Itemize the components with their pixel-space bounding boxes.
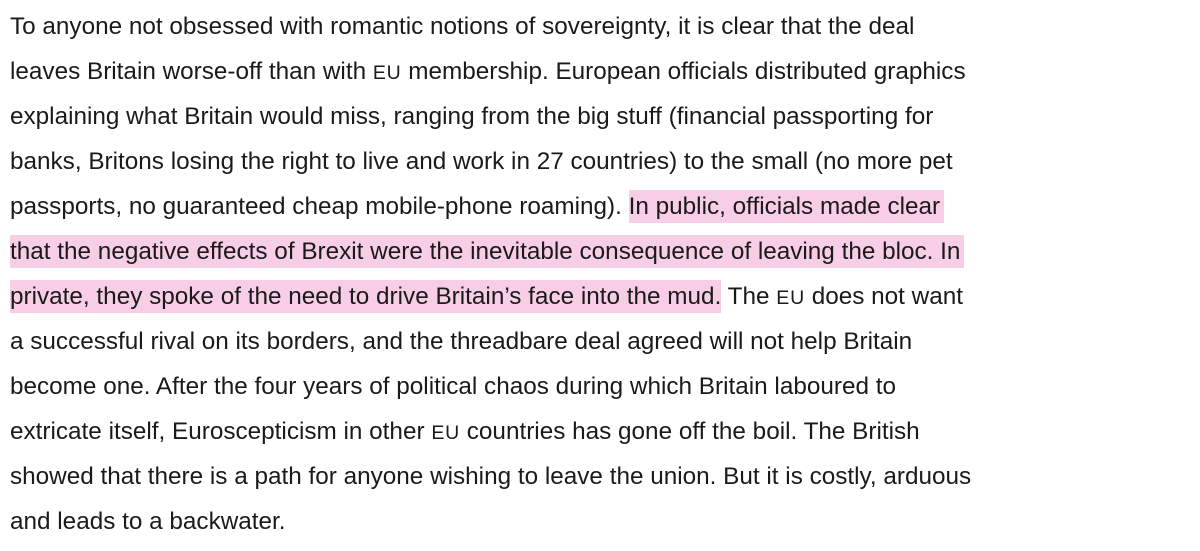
text-run: a successful rival on its borders, and t…	[10, 328, 913, 355]
paragraph-line: To anyone not obsessed with romantic not…	[10, 9, 914, 45]
text-run: and leads to a backwater.	[10, 508, 286, 535]
paragraph-line: passports, no guaranteed cheap mobile-ph…	[10, 189, 945, 225]
text-run: The	[721, 283, 777, 310]
highlighted-text: that the negative effects of Brexit were…	[10, 235, 965, 268]
text-run: passports, no guaranteed cheap mobile-ph…	[10, 193, 629, 220]
text-run: showed that there is a path for anyone w…	[10, 463, 972, 490]
text-run: leaves Britain worse-off than with	[10, 58, 373, 85]
text-run: banks, Britons losing the right to live …	[10, 148, 953, 175]
paragraph-line: private, they spoke of the need to drive…	[10, 279, 963, 316]
paragraph-line: and leads to a backwater.	[10, 504, 286, 540]
paragraph-line: explaining what Britain would miss, rang…	[10, 99, 933, 135]
eu-abbreviation: EU	[776, 287, 805, 309]
text-run: become one. After the four years of poli…	[10, 373, 896, 400]
text-run: does not want	[804, 283, 964, 310]
paragraph-line: become one. After the four years of poli…	[10, 369, 896, 405]
text-run: membership. European officials distribut…	[401, 58, 966, 85]
text-run: To anyone not obsessed with romantic not…	[10, 13, 915, 40]
paragraph-line: showed that there is a path for anyone w…	[10, 459, 971, 495]
highlighted-text: In public, officials made clear	[628, 190, 945, 223]
paragraph-line: banks, Britons losing the right to live …	[10, 144, 953, 180]
paragraph-line: extricate itself, Euroscepticism in othe…	[10, 414, 920, 451]
eu-abbreviation: EU	[431, 422, 461, 444]
text-run: countries has gone off the boil. The Bri…	[460, 418, 920, 445]
paragraph-line: a successful rival on its borders, and t…	[10, 324, 912, 360]
highlighted-text: private, they spoke of the need to drive…	[10, 280, 722, 313]
paragraph-line: that the negative effects of Brexit were…	[10, 234, 965, 270]
eu-abbreviation: EU	[372, 62, 402, 84]
text-run: explaining what Britain would miss, rang…	[10, 103, 934, 130]
paragraph-line: leaves Britain worse-off than with EU me…	[10, 54, 966, 91]
text-run: extricate itself, Euroscepticism in othe…	[10, 418, 432, 445]
